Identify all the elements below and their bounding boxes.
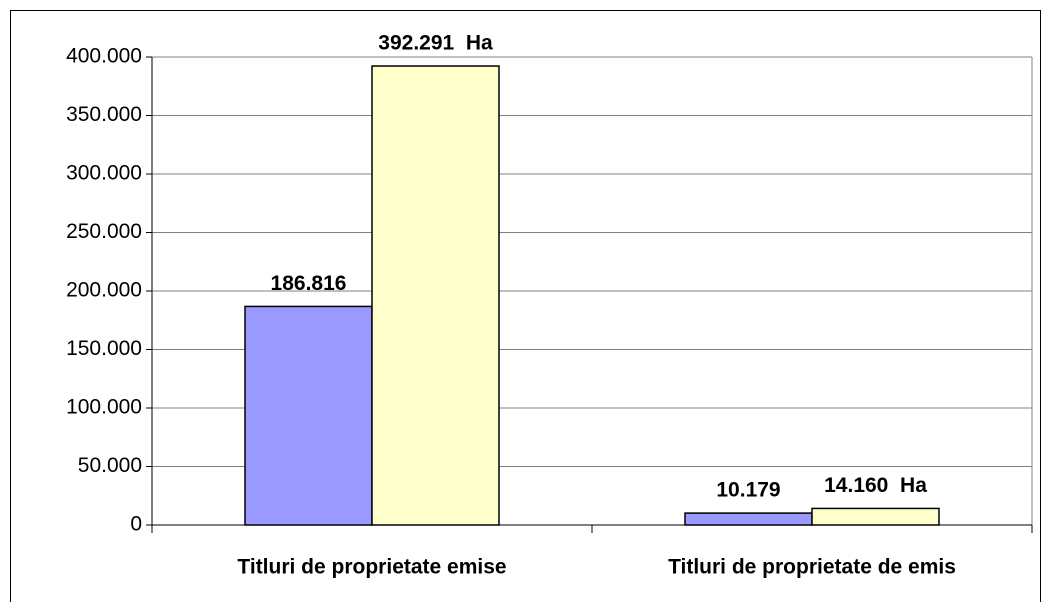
x-tick-label: Titluri de proprietate de emis bbox=[668, 556, 956, 579]
y-tick-label: 200.000 bbox=[66, 279, 142, 302]
x-tick-label: Titluri de proprietate emise bbox=[237, 556, 506, 579]
y-tick-label: 150.000 bbox=[66, 337, 142, 360]
data-label: 392.291 Ha bbox=[378, 32, 493, 55]
data-label: 14.160 Ha bbox=[824, 474, 927, 497]
y-tick-label: 100.000 bbox=[66, 396, 142, 419]
y-tick-label: 400.000 bbox=[66, 45, 142, 68]
bar bbox=[811, 507, 940, 526]
data-label: 10.179 bbox=[716, 479, 780, 502]
y-tick-label: 350.000 bbox=[66, 103, 142, 126]
y-tick-label: 300.000 bbox=[66, 162, 142, 185]
bar bbox=[684, 512, 813, 526]
bar bbox=[244, 305, 373, 526]
data-label: 186.816 bbox=[271, 272, 347, 295]
y-tick-label: 0 bbox=[130, 513, 142, 536]
chart-border bbox=[10, 10, 1041, 602]
y-tick-label: 50.000 bbox=[78, 454, 142, 477]
bar bbox=[371, 65, 500, 526]
y-tick-label: 250.000 bbox=[66, 220, 142, 243]
